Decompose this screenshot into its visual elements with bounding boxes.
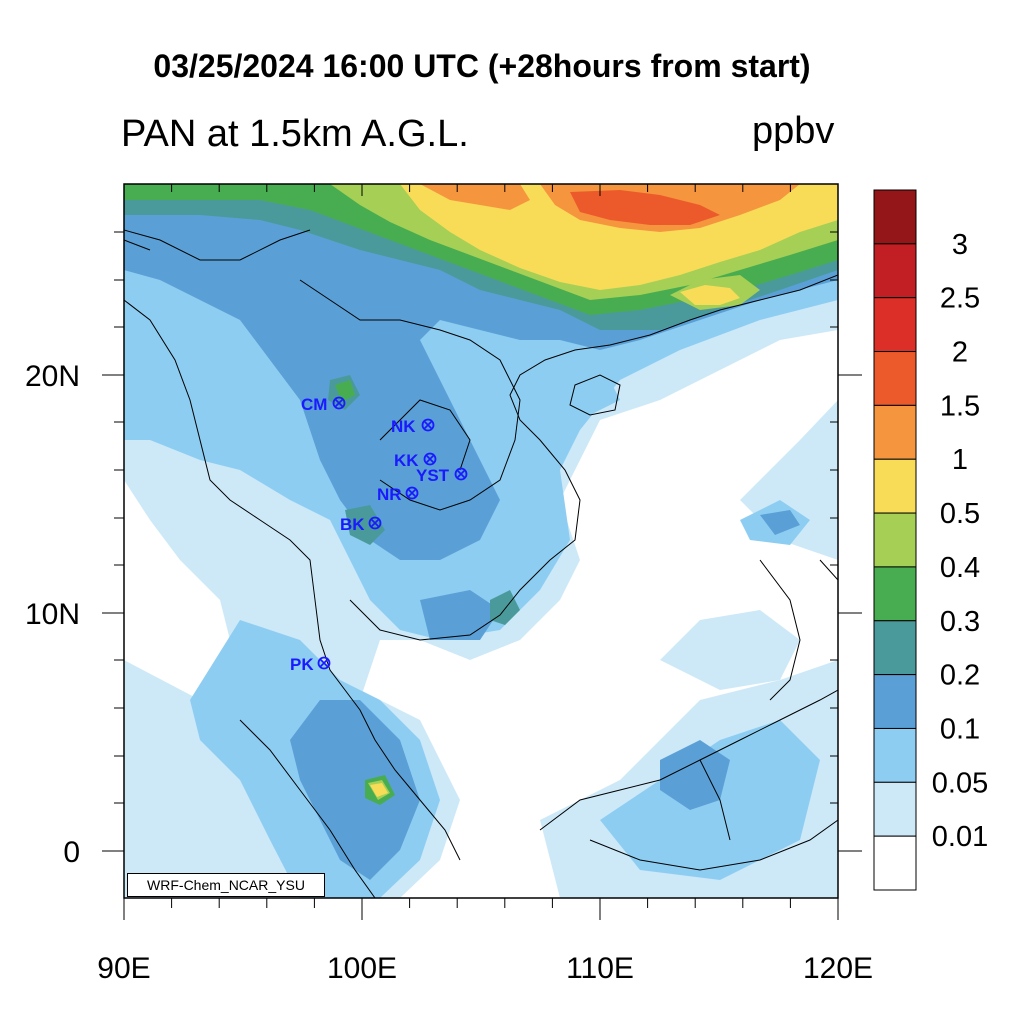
y-tick-label: 10N [25, 598, 80, 631]
colorbar-label: 1 [952, 444, 968, 476]
colorbar-swatch [873, 727, 917, 783]
colorbar-label: 0.1 [940, 713, 980, 745]
colorbar-swatch [873, 297, 917, 353]
colorbar-label: 0.4 [940, 552, 980, 584]
colorbar-swatch [873, 351, 917, 406]
map-frame [123, 183, 839, 899]
station-kk: KK [394, 451, 437, 470]
station-marker-icon [423, 452, 437, 466]
colorbar-label: 0.5 [940, 498, 980, 530]
x-tick-label: 110E [566, 952, 634, 985]
station-marker-icon [317, 656, 331, 670]
colorbar-label: 2.5 [940, 283, 980, 315]
units-label: ppbv [752, 110, 835, 152]
colorbar-label: 0.3 [940, 606, 980, 638]
station-pk: PK [290, 655, 331, 674]
colorbar-swatch [873, 781, 917, 837]
station-label: YST [416, 466, 450, 485]
colorbar-swatch [873, 458, 917, 514]
station-marker-icon [454, 467, 468, 481]
field-level-1.5 [570, 190, 720, 225]
colorbar-swatch [873, 620, 917, 676]
colorbar-frame [873, 189, 917, 891]
station-label: CM [301, 395, 327, 414]
colorbar-swatch [873, 404, 917, 460]
colorbar-swatch [873, 835, 917, 891]
model-credit: WRF-Chem_NCAR_YSU [127, 873, 325, 897]
station-label: KK [394, 451, 419, 470]
station-cm: CM [301, 395, 346, 414]
station-yst: YST [416, 466, 468, 485]
colorbar-label: 2 [952, 337, 968, 369]
y-tick-label: 20N [25, 360, 80, 393]
station-bk: BK [340, 515, 382, 534]
coastlines-and-borders [124, 229, 838, 898]
x-tick-label: 120E [803, 952, 873, 985]
colorbar-swatch [873, 189, 917, 245]
variable-label: PAN at 1.5km A.G.L. [121, 113, 469, 155]
station-label: NR [377, 485, 402, 504]
x-tick-label: 90E [97, 952, 150, 985]
colorbar-swatch [873, 512, 917, 568]
colorbar: 0.01 0.05 0.1 0.2 0.3 0.4 0.5 1 1.5 2 2.5 3 [873, 189, 988, 891]
x-tick-label: 100E [327, 952, 397, 985]
station-label: BK [340, 515, 365, 534]
colorbar-swatch [873, 566, 917, 622]
station-marker-icon [368, 516, 382, 530]
station-markers: CM NK KK YST NR BK P [290, 395, 468, 674]
station-marker-icon [421, 418, 435, 432]
colorbar-swatch [873, 243, 917, 299]
colorbar-label: 0.01 [932, 821, 988, 853]
station-label: PK [290, 655, 314, 674]
colorbar-label: 0.2 [940, 660, 980, 692]
map-title: 03/25/2024 16:00 UTC (+28hours from star… [153, 48, 811, 84]
colorbar-label: 0.05 [932, 767, 988, 799]
colorbar-label: 3 [952, 229, 968, 261]
x-axis-ticks [123, 184, 839, 920]
y-axis-ticks [102, 231, 862, 852]
station-label: NK [391, 417, 416, 436]
field-level-1 [420, 184, 530, 210]
station-nk: NK [391, 417, 435, 436]
station-marker-icon [332, 396, 346, 410]
station-marker-icon [405, 486, 419, 500]
colorbar-swatch [873, 674, 917, 729]
y-tick-label: 0 [63, 836, 80, 869]
colorbar-label: 1.5 [940, 390, 980, 422]
station-nr: NR [377, 485, 419, 504]
